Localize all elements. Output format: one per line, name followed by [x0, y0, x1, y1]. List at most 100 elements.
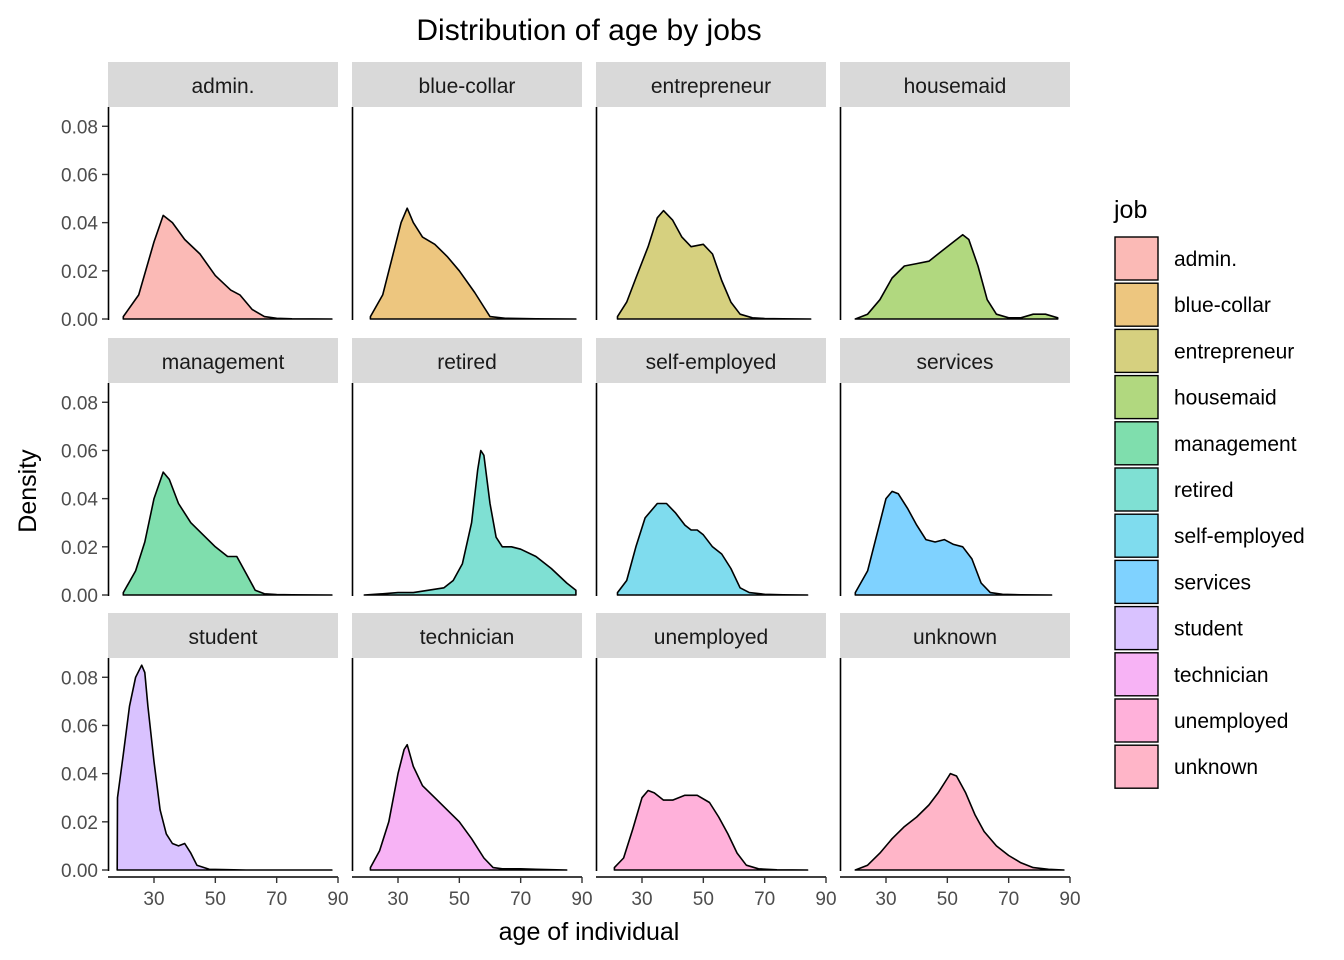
y-tick-label: 0.06 [61, 441, 98, 462]
y-tick-label: 0.00 [61, 586, 98, 607]
y-tick-label: 0.04 [61, 490, 98, 511]
facet-strip-label: admin. [191, 75, 254, 98]
legend-label: technician [1174, 664, 1269, 687]
facet-strip [840, 338, 1070, 383]
x-tick-label: 50 [937, 889, 958, 910]
legend-key [1114, 744, 1159, 789]
y-tick-label: 0.08 [61, 117, 98, 138]
x-tick-label: 30 [387, 889, 408, 910]
x-tick-label: 90 [327, 889, 348, 910]
density-area [854, 772, 1065, 871]
facet-panel: unemployed 30 50 70 90 [595, 613, 837, 910]
y-tick-label: 0.02 [61, 538, 98, 559]
y-tick-label: 0.04 [61, 214, 98, 235]
legend-key [1114, 605, 1159, 651]
legend-key [1114, 328, 1159, 374]
legend-label: retired [1174, 479, 1234, 502]
legend-item: blue-collar [1114, 282, 1271, 327]
facet-strip-label: services [916, 351, 993, 374]
x-axis-title: age of individual [499, 918, 680, 946]
facet-panel: retired [351, 338, 582, 596]
facet-panel: blue-collar [351, 62, 582, 320]
legend-item: entrepreneur [1114, 328, 1294, 374]
density-area [122, 471, 333, 596]
facet-strip-label: self-employed [646, 351, 777, 374]
y-axis-title-group: Density [14, 449, 42, 533]
legend-key [1114, 652, 1159, 697]
legend-label: blue-collar [1174, 294, 1271, 317]
legend-item: technician [1114, 652, 1269, 697]
facet-strip-label: entrepreneur [651, 75, 771, 98]
x-tick-label: 50 [693, 889, 714, 910]
y-tick-label: 0.08 [61, 393, 98, 414]
legend-key [1114, 282, 1159, 327]
y-tick-label: 0.06 [61, 716, 98, 737]
facet-strip-label: management [162, 351, 285, 374]
facet-strip [352, 613, 582, 658]
density-area [122, 214, 333, 320]
facet-panel: entrepreneur [595, 62, 826, 320]
facet-strip [352, 338, 582, 383]
y-axis-title: Density [14, 449, 42, 533]
legend-key [1114, 698, 1159, 743]
facet-strip [108, 613, 338, 658]
legend-label: services [1174, 571, 1251, 594]
y-tick-label: 0.02 [61, 262, 98, 283]
density-area [369, 207, 577, 320]
facet-panel: services [839, 338, 1070, 596]
facet-strip-label: unknown [913, 626, 997, 649]
legend-item: unknown [1114, 744, 1258, 789]
facet-panel: management 0.00 0.02 0.04 0.06 0.08 [61, 338, 338, 607]
facet-panel: admin. 0.00 0.02 0.04 0.06 0.08 [61, 62, 338, 331]
legend-item: management [1114, 421, 1297, 466]
legend-label: admin. [1174, 248, 1237, 271]
legend-label: self-employed [1174, 525, 1305, 548]
legend-key [1114, 513, 1159, 558]
x-tick-label: 90 [1059, 889, 1080, 910]
x-tick-label: 70 [754, 889, 775, 910]
x-tick-label: 50 [205, 889, 226, 910]
density-area [854, 490, 1053, 596]
legend-label: unemployed [1174, 710, 1288, 733]
chart-title: Distribution of age by jobs [416, 14, 761, 47]
legend-item: self-employed [1114, 513, 1305, 558]
legend-item: student [1114, 605, 1243, 651]
x-tick-label: 70 [266, 889, 287, 910]
x-tick-label: 50 [449, 889, 470, 910]
legend-label: management [1174, 433, 1297, 456]
legend: job admin. blue-collar entrepreneur housema… [1113, 196, 1305, 789]
legend-key [1114, 467, 1159, 512]
legend-label: unknown [1174, 756, 1258, 779]
x-tick-label: 30 [631, 889, 652, 910]
legend-item: housemaid [1114, 374, 1277, 420]
facet-strip [840, 613, 1070, 658]
legend-label: entrepreneur [1174, 340, 1294, 363]
density-area [854, 233, 1059, 320]
density-area [616, 502, 809, 596]
x-tick-label: 30 [143, 889, 164, 910]
x-tick-label: 70 [998, 889, 1019, 910]
facet-strip-label: housemaid [904, 75, 1007, 98]
facet-strip-label: student [189, 626, 258, 649]
y-tick-label: 0.00 [61, 861, 98, 882]
x-tick-label: 90 [571, 889, 592, 910]
legend-key [1114, 374, 1159, 420]
legend-label: student [1174, 618, 1243, 641]
facet-strip [108, 62, 338, 107]
facet-strip [596, 338, 826, 383]
legend-key [1114, 236, 1159, 281]
density-area [363, 449, 577, 596]
y-tick-label: 0.04 [61, 765, 98, 786]
legend-title: job [1113, 196, 1147, 224]
x-tick-label: 30 [875, 889, 896, 910]
density-area [616, 209, 812, 320]
facet-panel: housemaid [839, 62, 1070, 320]
x-tick-label: 70 [510, 889, 531, 910]
density-area [369, 743, 568, 871]
legend-key [1114, 559, 1159, 605]
facet-strip [596, 613, 826, 658]
facet-panel: unknown 30 50 70 90 [839, 613, 1081, 910]
legend-item: retired [1114, 467, 1234, 512]
legend-item: services [1114, 559, 1251, 605]
facet-strip [596, 62, 826, 107]
